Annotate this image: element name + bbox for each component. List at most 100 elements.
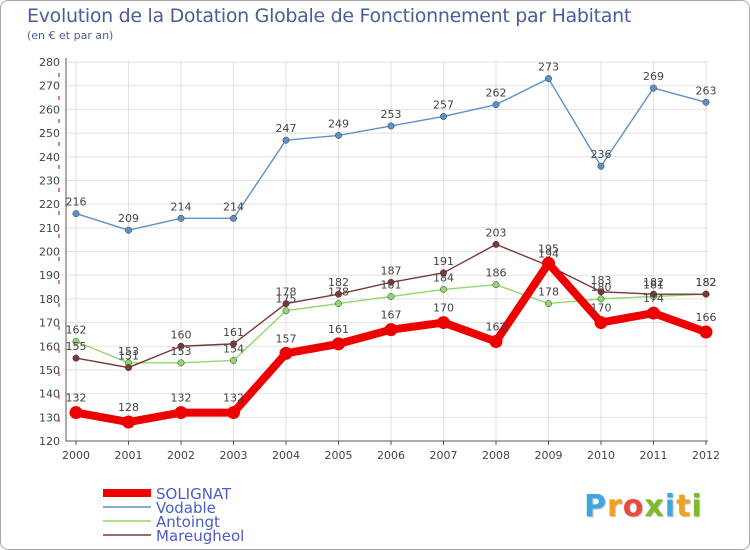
- chart-subtitle: (en € et par an): [27, 29, 114, 42]
- data-point-vodable: [545, 75, 552, 83]
- data-label-solignat: 167: [381, 309, 402, 322]
- data-point-vodable: [230, 214, 237, 222]
- data-point-solignat: [699, 325, 713, 339]
- y-tick-label: 240: [39, 151, 60, 164]
- data-label-mareugheol: 182: [696, 276, 717, 289]
- logo-letter: P: [584, 489, 607, 524]
- data-label-antoingt: 181: [643, 279, 664, 292]
- x-tick-label: 2009: [535, 449, 563, 462]
- data-point-vodable: [125, 226, 132, 234]
- y-tick-label: 140: [39, 388, 60, 401]
- logo-letter: r: [607, 489, 623, 524]
- data-point-solignat: [437, 316, 450, 330]
- data-label-solignat: 157: [276, 332, 297, 345]
- data-point-antoingt: [335, 300, 342, 308]
- data-point-antoingt: [177, 359, 185, 367]
- legend-label-mareugheol: Mareugheol: [156, 527, 244, 545]
- data-label-vodable: 253: [381, 108, 402, 121]
- data-label-antoingt: 186: [486, 267, 507, 280]
- data-label-antoingt: 180: [591, 281, 612, 294]
- data-point-mareugheol: [282, 300, 290, 308]
- data-label-vodable: 236: [591, 148, 612, 161]
- data-label-solignat: 132: [223, 392, 244, 405]
- data-point-vodable: [492, 101, 500, 109]
- data-label-mareugheol: 203: [486, 226, 507, 239]
- data-point-antoingt: [440, 285, 447, 293]
- data-label-solignat: 162: [486, 321, 507, 334]
- data-label-solignat: 170: [591, 302, 612, 315]
- data-label-solignat: 174: [643, 292, 664, 305]
- data-point-antoingt: [545, 300, 552, 308]
- data-point-solignat: [227, 406, 240, 420]
- data-point-vodable: [650, 84, 657, 92]
- data-point-antoingt: [230, 357, 237, 364]
- data-point-mareugheol: [72, 354, 80, 362]
- data-point-vodable: [702, 98, 710, 106]
- data-label-antoingt: 162: [66, 324, 87, 337]
- x-tick-label: 2004: [272, 449, 300, 462]
- logo-letter: i: [664, 489, 677, 524]
- data-label-antoingt: 182: [696, 276, 717, 289]
- data-label-solignat: 161: [328, 323, 349, 336]
- data-point-mareugheol: [230, 340, 237, 348]
- y-tick-label: 230: [39, 174, 60, 187]
- y-tick-label: 170: [39, 317, 60, 330]
- data-label-solignat: 195: [538, 242, 559, 255]
- y-tick-label: 210: [39, 222, 60, 235]
- data-label-mareugheol: 160: [171, 328, 192, 341]
- data-label-mareugheol: 183: [591, 274, 612, 287]
- data-point-antoingt: [597, 295, 605, 303]
- y-tick-label: 130: [39, 411, 60, 424]
- data-label-vodable: 216: [66, 196, 87, 209]
- data-label-mareugheol: 178: [276, 286, 297, 299]
- data-label-antoingt: 153: [118, 345, 139, 358]
- x-tick-label: 2008: [482, 449, 510, 462]
- data-label-vodable: 257: [433, 98, 454, 111]
- data-point-vodable: [282, 136, 290, 144]
- data-point-mareugheol: [650, 290, 657, 298]
- x-tick-label: 2003: [220, 449, 248, 462]
- data-label-mareugheol: 194: [538, 248, 559, 261]
- y-tick-label: 260: [39, 103, 60, 116]
- y-tick-label: 250: [39, 127, 60, 140]
- x-tick-label: 2005: [325, 449, 353, 462]
- y-tick-label: 160: [39, 340, 60, 353]
- x-tick-label: 2007: [430, 449, 458, 462]
- x-tick-label: 2000: [62, 449, 90, 462]
- data-label-mareugheol: 187: [381, 264, 402, 277]
- data-label-vodable: 269: [643, 70, 664, 83]
- data-point-vodable: [72, 210, 80, 218]
- y-tick-label: 120: [39, 435, 60, 448]
- y-tick-label: 280: [39, 56, 60, 69]
- data-point-vodable: [387, 122, 395, 130]
- y-tick-label: 220: [39, 198, 60, 211]
- x-tick-label: 2002: [167, 449, 195, 462]
- data-point-mareugheol: [387, 278, 395, 286]
- data-label-vodable: 209: [118, 212, 139, 225]
- data-label-mareugheol: 155: [66, 340, 87, 353]
- data-label-antoingt: 184: [433, 271, 454, 284]
- data-point-solignat: [279, 346, 293, 360]
- data-label-vodable: 214: [223, 200, 244, 213]
- data-label-mareugheol: 182: [643, 276, 664, 289]
- y-tick-label: 200: [39, 246, 60, 259]
- logo-letter: o: [622, 489, 645, 524]
- data-label-solignat: 170: [433, 302, 454, 315]
- y-tick-label: 190: [39, 269, 60, 282]
- data-label-mareugheol: 151: [118, 350, 139, 363]
- data-point-mareugheol: [335, 290, 342, 298]
- data-point-vodable: [335, 131, 342, 139]
- data-label-solignat: 132: [171, 392, 192, 405]
- data-label-antoingt: 154: [223, 342, 244, 355]
- x-tick-label: 2011: [640, 449, 668, 462]
- data-point-solignat: [489, 335, 503, 349]
- logo-letter: x: [644, 489, 665, 524]
- data-point-mareugheol: [597, 288, 605, 296]
- data-point-antoingt: [492, 281, 500, 289]
- data-point-antoingt: [282, 307, 290, 315]
- data-point-solignat: [594, 316, 608, 330]
- data-label-vodable: 249: [328, 117, 349, 130]
- legend-label-solignat: SOLIGNAT: [156, 485, 232, 503]
